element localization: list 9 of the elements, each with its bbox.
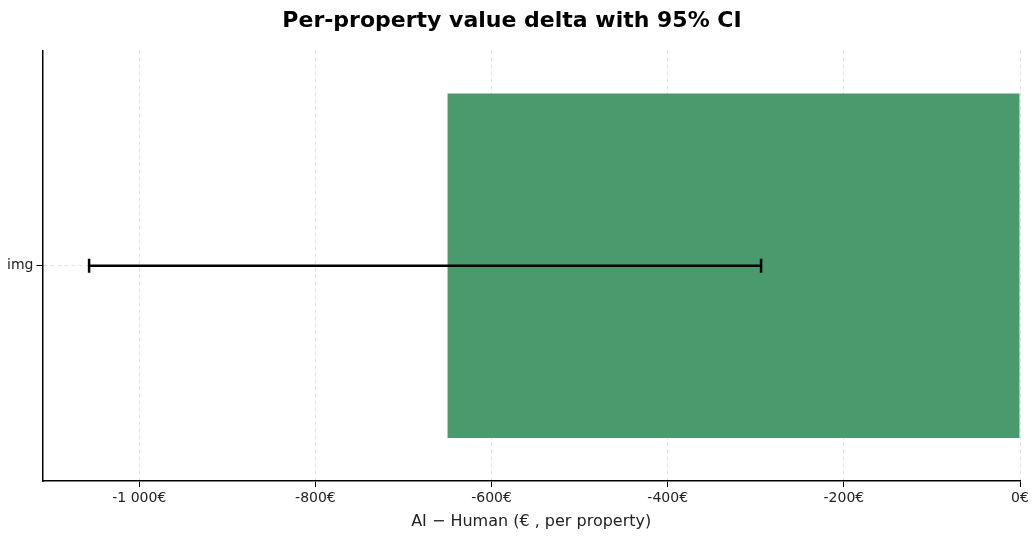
x-tick-label: -200€ [823,489,865,506]
x-axis-title: AI − Human (€ , per property) [411,510,652,530]
x-tick-label: -1 000€ [112,489,167,506]
chart-title: Per-property value delta with 95% CI [282,6,742,32]
x-tick-label: -600€ [471,489,512,506]
x-tick-label: 0€ [1011,489,1029,506]
y-tick-label: img [6,256,34,273]
x-tick-label: -400€ [647,489,689,506]
x-tick-label: -800€ [295,489,336,506]
